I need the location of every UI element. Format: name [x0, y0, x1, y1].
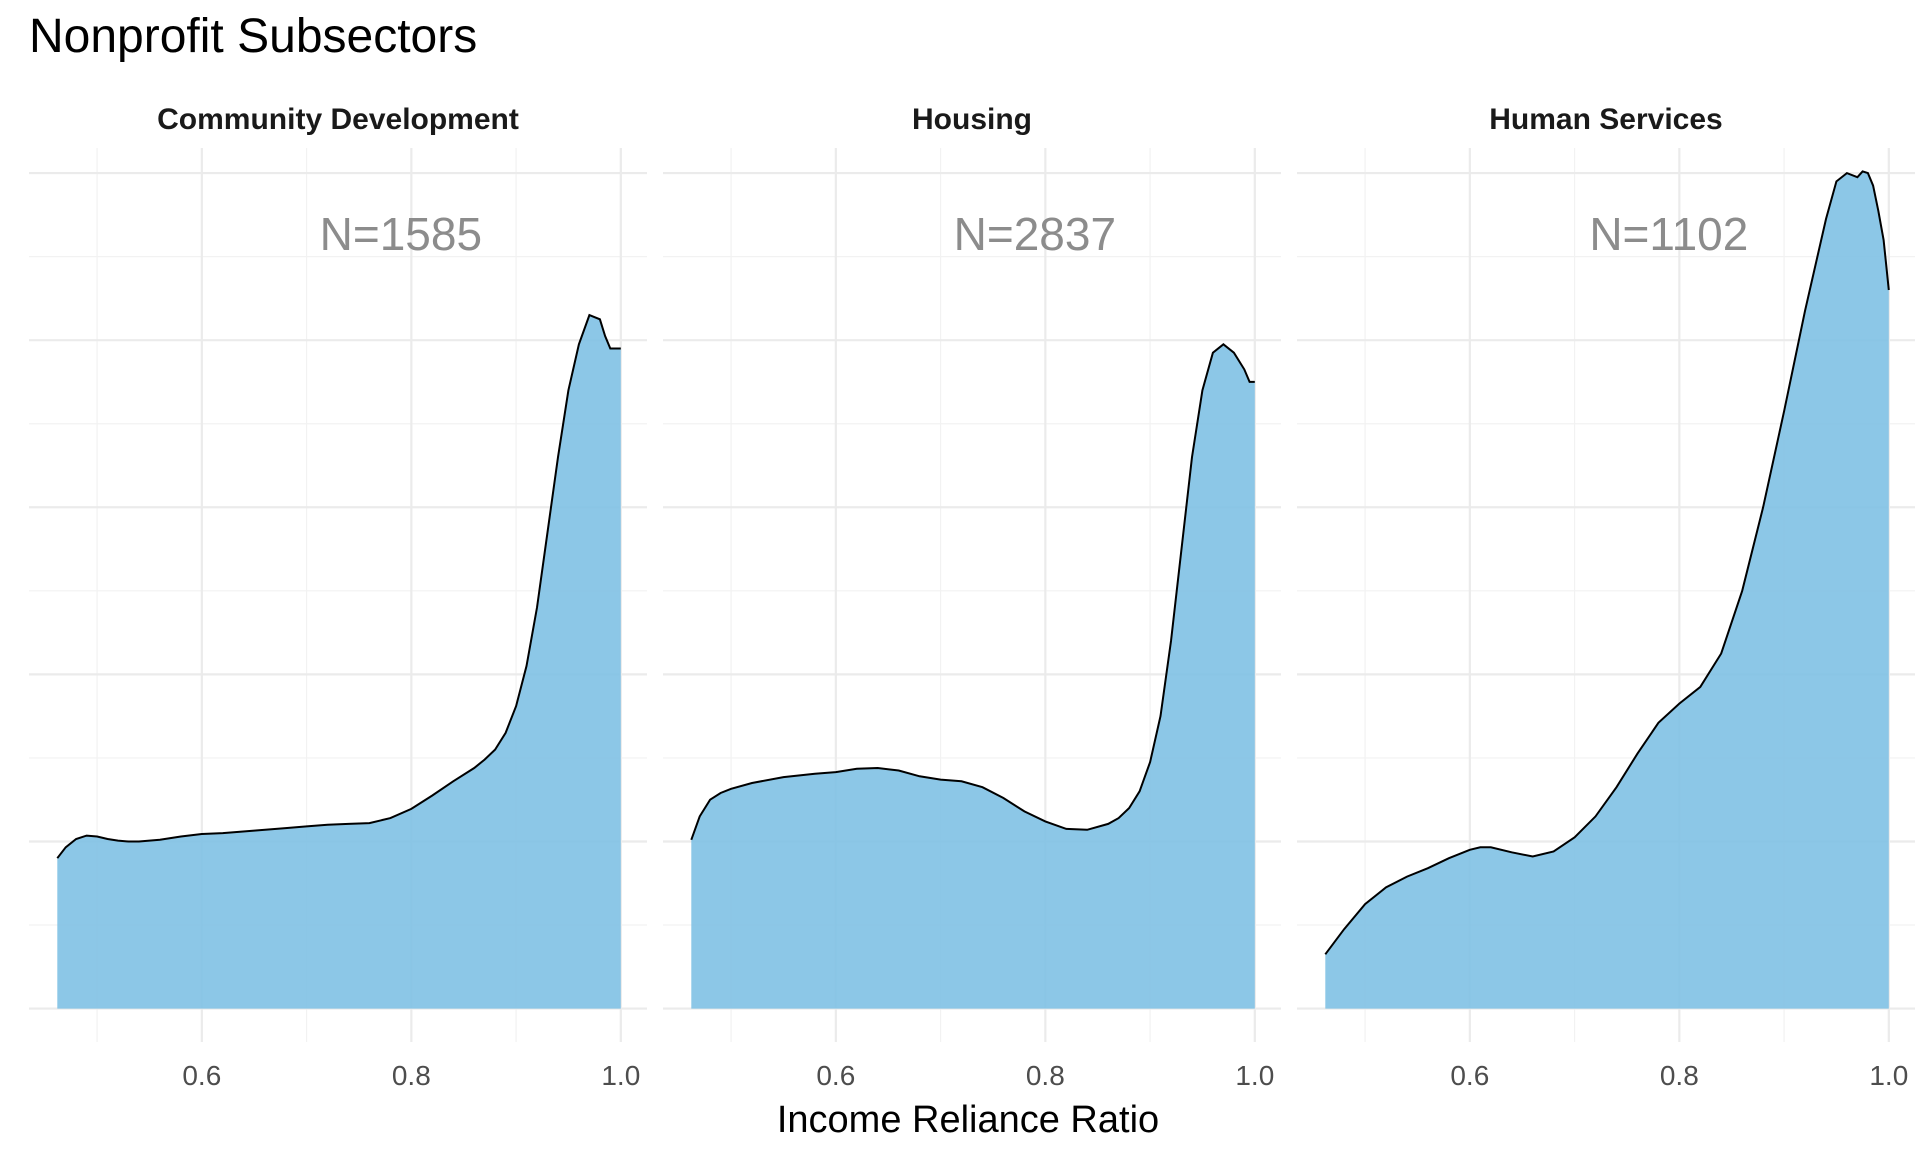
density-area	[57, 315, 621, 1009]
x-tick-label: 0.6	[1450, 1060, 1489, 1091]
facet-panel: Housing N=2837 0.6 0.8 1.0	[663, 103, 1281, 1091]
x-axis-title: Income Reliance Ratio	[777, 1099, 1159, 1141]
density-line	[1324, 170, 1890, 955]
sample-size-label: N=2837	[954, 208, 1116, 260]
x-tick-label: 0.8	[392, 1060, 431, 1091]
x-tick-label: 1.0	[1235, 1060, 1274, 1091]
x-tick-label: 1.0	[601, 1060, 640, 1091]
density-area	[691, 344, 1255, 1009]
facet-panel: Human Services N=1102 0.6 0.8 1.0	[1297, 103, 1915, 1091]
density-line	[56, 313, 621, 859]
x-tick-label: 0.6	[182, 1060, 221, 1091]
density-line	[690, 343, 1255, 841]
facet-strip-label: Housing	[912, 103, 1032, 136]
sample-size-label: N=1102	[1589, 208, 1748, 260]
facet-strip-label: Community Development	[157, 103, 519, 136]
x-tick-label: 1.0	[1869, 1060, 1908, 1091]
density-area	[1325, 171, 1889, 1009]
facet-panel: Community Development N=1585 0.6 0.8 1.0	[29, 103, 647, 1091]
x-tick-label: 0.8	[1660, 1060, 1699, 1091]
x-tick-label: 0.8	[1026, 1060, 1065, 1091]
x-tick-label: 0.6	[816, 1060, 855, 1091]
facet-strip-label: Human Services	[1489, 103, 1722, 136]
chart-title: Nonprofit Subsectors	[29, 10, 477, 63]
sample-size-label: N=1585	[320, 208, 482, 260]
